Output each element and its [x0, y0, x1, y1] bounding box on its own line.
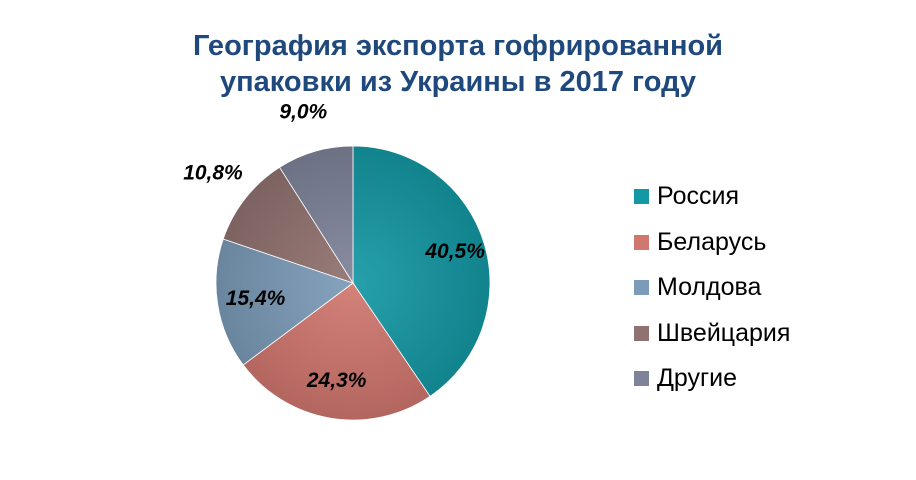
data-label-5: 9,0%	[279, 100, 327, 123]
pie-slice-4	[222, 166, 354, 284]
data-label-1: 40,5%	[424, 240, 485, 263]
legend-swatch	[634, 371, 649, 387]
legend-label: Другие	[657, 364, 738, 393]
legend-label: Беларусь	[657, 227, 767, 256]
legend-label: Россия	[657, 182, 739, 211]
legend-swatch	[634, 280, 649, 296]
data-label-4: 10,8%	[183, 161, 243, 184]
chart-title-line-1: География экспорта гофрированной	[192, 30, 724, 62]
pie-slice-3	[215, 238, 354, 366]
legend-label: Швейцария	[657, 318, 791, 347]
legend-item-1: Россия	[634, 174, 790, 220]
legend-swatch	[634, 234, 649, 250]
legend: Россия Беларусь Молдова Швейцария Другие	[634, 174, 790, 402]
legend-label: Молдова	[657, 273, 762, 302]
legend-item-2: Беларусь	[634, 220, 790, 266]
legend-item-4: Швейцария	[634, 311, 790, 357]
chart-title: География экспорта гофрированной упаковк…	[0, 28, 916, 100]
pie-slice-5	[279, 145, 354, 285]
chart-title-line-2: упаковки из Украины в 2017 году	[220, 66, 696, 98]
legend-swatch	[634, 189, 649, 205]
pie-data-labels: 40,5% 24,3% 15,4% 10,8% 9,0%	[183, 100, 485, 391]
data-label-3: 15,4%	[226, 287, 286, 310]
legend-swatch	[634, 325, 649, 341]
legend-item-3: Молдова	[634, 265, 790, 311]
pie-slices	[215, 145, 491, 421]
legend-item-5: Другие	[634, 356, 790, 402]
pie-slice-2	[242, 282, 431, 421]
pie-slice-1	[352, 145, 491, 397]
data-label-2: 24,3%	[306, 369, 367, 392]
